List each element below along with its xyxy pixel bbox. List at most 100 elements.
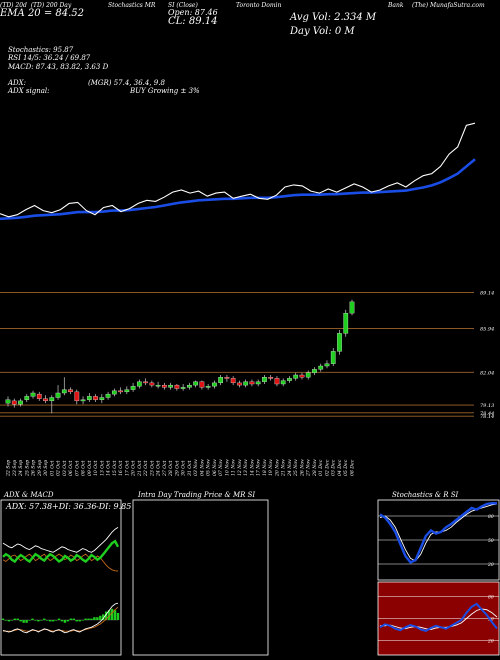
candle-body: [149, 382, 155, 386]
date-tick-label: 08 Dec: [350, 459, 356, 476]
rsi-tick-label: 20: [487, 638, 494, 644]
date-tick-label: 04 Nov: [199, 459, 205, 476]
date-tick-label: 26 Sep: [31, 460, 37, 477]
macd-hist-bar: [69, 618, 73, 620]
stoch-tick-label: 20: [487, 562, 494, 568]
header-topline-2: Stochastics MR: [108, 2, 156, 9]
date-tick-label: 19 Nov: [268, 459, 274, 476]
macd-hist-bar: [31, 618, 34, 620]
candle-body: [193, 381, 198, 386]
date-tick-label: 13 Nov: [243, 459, 249, 476]
candle-body: [199, 381, 205, 388]
date-tick-label: 22 Oct: [143, 460, 149, 477]
rsi-tick-label: 80: [488, 595, 494, 601]
candle-body: [205, 386, 211, 388]
candle-body: [280, 380, 286, 385]
candle-body: [293, 374, 299, 379]
date-tick-label: 11 Nov: [231, 459, 237, 476]
price-line: [0, 122, 476, 218]
candle-body: [162, 384, 167, 388]
date-tick-label: 29 Sep: [37, 460, 43, 477]
candle-body: [255, 381, 261, 385]
level-label: 78.14: [480, 414, 494, 420]
date-tick-label: 21 Nov: [281, 459, 287, 477]
adx-line: [2, 527, 119, 553]
macd-hist-bar: [96, 617, 99, 620]
candle-body: [312, 369, 317, 373]
candle-body: [36, 393, 42, 399]
candle-body: [218, 377, 224, 384]
candle-body: [262, 377, 267, 382]
header-topline-3: SI (Close): [168, 2, 198, 9]
header-topline-5: Bank: [388, 2, 404, 9]
level-label: 78.44: [480, 411, 494, 417]
candle-body: [124, 389, 130, 393]
date-tick-label: 05 Nov: [206, 459, 212, 476]
candle-body: [230, 378, 236, 384]
rsi-text: RSI 14/5: 36.24 / 69.87: [8, 54, 91, 62]
date-tick-label: 06 Oct: [68, 460, 74, 476]
date-tick-label: 01 Oct: [49, 460, 55, 476]
date-tick-label: 24 Oct: [156, 460, 162, 477]
date-tick-label: 24 Sep: [18, 460, 24, 477]
adx-values: (MGR) 57.4, 36.4, 9.8: [88, 79, 165, 87]
level-label: 89.14: [480, 290, 494, 296]
date-tick-label: 24 Nov: [287, 459, 293, 477]
level-label: 85.94: [480, 326, 494, 332]
date-tick-label: 10 Nov: [224, 459, 230, 476]
macd-hist-bar: [22, 620, 25, 623]
candle-body: [5, 399, 11, 404]
rsi-line: [379, 602, 498, 632]
macd-hist-bar: [43, 618, 46, 620]
macd-hist-bar: [99, 615, 102, 620]
date-tick-label: 14 Oct: [106, 460, 112, 476]
date-tick-label: 25 Nov: [293, 459, 299, 477]
intraday-title: Intra Day Trading Price & MR SI: [138, 491, 256, 499]
date-tick-label: 02 Oct: [56, 460, 62, 476]
macd-hist-bar: [66, 620, 70, 622]
candle-body: [68, 389, 73, 393]
date-tick-label: 16 Oct: [118, 460, 124, 476]
macd-hist-bar: [16, 618, 19, 620]
macd-hist-bar: [60, 620, 64, 622]
macd-hist-bar: [75, 620, 78, 622]
date-tick-label: 23 Sep: [12, 460, 18, 477]
candle-body: [130, 386, 136, 390]
date-tick-label: 31 Oct: [187, 460, 193, 476]
candle-body: [99, 397, 105, 400]
candle-body: [249, 381, 255, 385]
header-topline-4: Toronto Domin: [236, 2, 282, 9]
date-tick-label: 06 Nov: [212, 459, 218, 476]
macd-hist-bar: [37, 620, 40, 622]
date-tick-label: 25 Sep: [24, 460, 30, 477]
candle-body: [93, 396, 98, 400]
date-tick-label: 30 Oct: [181, 460, 187, 476]
stochastics-text: Stochastics: 95.87: [8, 46, 74, 54]
close-text: CL: 89.14: [168, 16, 218, 27]
candle-body: [180, 387, 186, 389]
candle-body: [43, 398, 48, 402]
macd-hist-bar: [116, 613, 120, 620]
macd-hist-bar: [113, 610, 117, 620]
candle-body: [237, 382, 242, 386]
macd-hist-bar: [90, 618, 93, 620]
candle-body: [224, 377, 230, 379]
candle-body: [105, 393, 111, 398]
date-tick-label: 15 Oct: [112, 460, 118, 476]
date-tick-label: 29 Oct: [174, 460, 180, 477]
stoch-rsi-title: Stochastics & R SI: [392, 491, 459, 499]
candle-body: [337, 333, 342, 352]
date-tick-label: 20 Oct: [131, 460, 137, 477]
candle-body: [18, 400, 23, 405]
stoch-tick-label: 50: [488, 538, 494, 544]
adx-signal-text: BUY Growing ± 3%: [130, 87, 200, 95]
date-tick-label: 09 Oct: [87, 460, 93, 476]
candle-body: [55, 392, 61, 398]
stoch-tick-label: 80: [488, 514, 494, 520]
date-tick-label: 08 Oct: [81, 460, 87, 476]
date-tick-label: 05 Dec: [343, 459, 349, 476]
date-tick-label: 20 Nov: [274, 459, 280, 477]
macd-line: [2, 602, 119, 634]
macd-hist-bar: [1, 618, 5, 620]
